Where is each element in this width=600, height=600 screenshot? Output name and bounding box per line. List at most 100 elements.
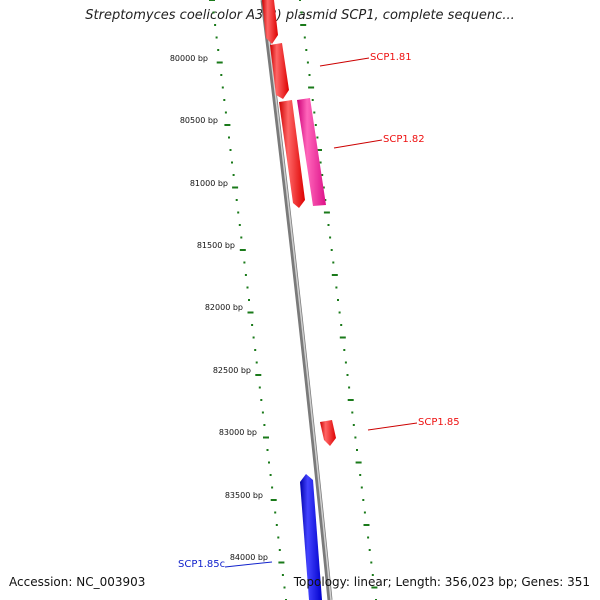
ruler-tick — [338, 311, 341, 314]
ruler-tick — [266, 449, 269, 451]
ruler-tick — [255, 361, 258, 364]
ruler-tick — [243, 261, 246, 264]
ruler-tick — [351, 411, 354, 414]
ruler-tick — [332, 261, 335, 264]
ruler-tick — [348, 386, 351, 389]
ruler-tick — [248, 299, 250, 301]
gene-feature-scp1-81[interactable] — [270, 43, 289, 99]
ruler-tick — [237, 211, 240, 214]
ruler-tick — [235, 199, 238, 201]
ruler-tick — [263, 436, 269, 439]
ruler-tick — [324, 199, 327, 201]
ruler-tick — [231, 161, 233, 164]
ruler-tick — [212, 11, 215, 14]
ruler-tick — [240, 236, 243, 239]
ruler-tick — [371, 586, 378, 589]
ruler-tick — [321, 174, 324, 176]
topology-text: Topology: linear; Length: 356,023 bp; Ge… — [293, 575, 590, 589]
ruler-tick — [239, 249, 246, 251]
ruler-tick — [278, 549, 281, 551]
ruler-tick — [300, 11, 303, 14]
gene-feature-scp1-81b[interactable] — [279, 100, 305, 208]
leader-scp1-85c — [224, 561, 273, 568]
ruler-label-82500: 82500 bp — [213, 366, 251, 375]
gene-feature-scp1-85c[interactable] — [300, 474, 322, 600]
ruler-tick — [254, 349, 257, 351]
ruler-tick — [367, 536, 370, 539]
ruler-dots-left — [209, 0, 287, 600]
ruler-tick — [268, 461, 270, 464]
accession-text: Accession: NC_003903 — [9, 575, 146, 589]
ruler-tick — [308, 74, 311, 76]
ruler-tick — [251, 324, 254, 326]
leader-scp1-82 — [333, 139, 383, 149]
ruler-dots-right — [299, 0, 378, 600]
leader-scp1-85 — [367, 422, 418, 431]
ruler-tick — [354, 436, 357, 439]
ruler-tick — [329, 236, 332, 239]
ruler-label-80000: 80000 bp — [170, 54, 208, 63]
backbone-highlight — [263, 0, 332, 600]
ruler-tick — [323, 211, 330, 214]
ruler-tick — [313, 111, 316, 114]
gene-feature-scp1-82[interactable] — [297, 98, 326, 206]
ruler-tick — [305, 49, 308, 51]
ruler-tick — [300, 24, 307, 26]
ruler-tick — [270, 499, 277, 501]
ruler-tick — [337, 299, 339, 301]
ruler-tick — [363, 511, 366, 514]
ruler-tick — [355, 461, 362, 464]
ruler-tick — [283, 586, 286, 589]
ruler-tick — [252, 336, 255, 339]
ruler-tick — [344, 361, 347, 364]
ruler-tick — [330, 249, 333, 251]
ruler-tick — [319, 161, 322, 164]
ruler-tick — [303, 36, 306, 39]
ruler-label-83000: 83000 bp — [219, 428, 257, 437]
ruler-tick — [314, 124, 317, 126]
gene-label-scp1-82[interactable]: SCP1.82 — [383, 134, 425, 145]
ruler-label-83500: 83500 bp — [225, 491, 263, 500]
ruler-tick — [299, 0, 301, 1]
gene-feature-top[interactable] — [262, 0, 278, 44]
gene-label-scp1-85c[interactable]: SCP1.85c — [178, 559, 225, 570]
ruler-tick — [347, 399, 354, 401]
ruler-tick — [371, 574, 374, 576]
ruler-tick — [209, 0, 215, 1]
ruler-tick — [362, 499, 365, 501]
ruler-tick — [339, 336, 346, 339]
ruler-tick — [224, 111, 227, 114]
ruler-tick — [308, 86, 315, 89]
ruler-tick — [281, 574, 284, 576]
ruler-tick — [217, 49, 220, 51]
ruler-tick — [255, 374, 262, 376]
ruler-tick — [311, 99, 314, 101]
gene-label-scp1-85[interactable]: SCP1.85 — [418, 417, 460, 428]
ruler-tick — [260, 399, 263, 401]
ruler-tick — [327, 224, 330, 226]
ruler-label-80500: 80500 bp — [180, 116, 218, 125]
ruler-tick — [360, 486, 363, 489]
ruler-tick — [238, 224, 241, 226]
ruler-tick — [275, 524, 278, 526]
ruler-tick — [269, 474, 272, 476]
backbone-line — [260, 0, 333, 600]
gene-feature-scp1-85[interactable] — [320, 420, 336, 446]
ruler-tick — [277, 536, 280, 539]
ruler-tick — [340, 324, 343, 326]
ruler-tick — [271, 486, 274, 489]
ruler-tick — [316, 136, 319, 139]
ruler-label-81500: 81500 bp — [197, 241, 235, 250]
ruler-tick — [343, 349, 346, 351]
ruler-tick — [216, 61, 223, 64]
ruler-tick — [223, 99, 226, 101]
ruler-label-81000: 81000 bp — [190, 179, 228, 188]
ruler-tick — [278, 561, 285, 564]
ruler-tick — [368, 549, 371, 551]
gene-label-scp1-81[interactable]: SCP1.81 — [370, 52, 412, 63]
ruler-tick — [224, 124, 231, 126]
ruler-tick — [359, 474, 362, 476]
ruler-tick — [232, 186, 239, 189]
ruler-tick — [232, 174, 235, 176]
